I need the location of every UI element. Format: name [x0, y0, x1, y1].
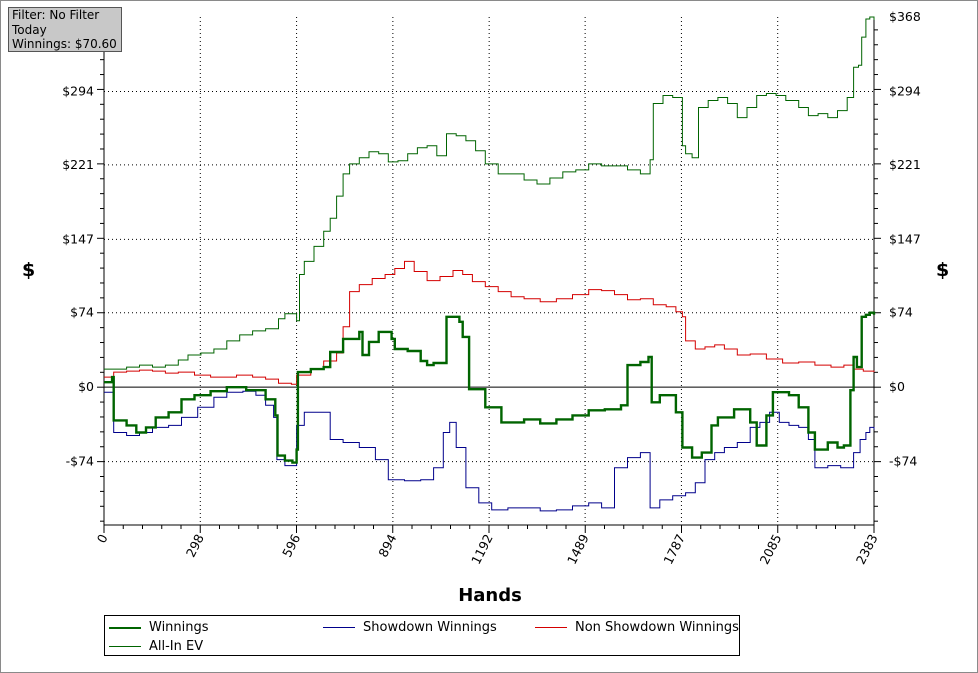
- winnings-label: Winnings: $70.60: [12, 37, 117, 51]
- y-tick-label-left: $221: [62, 157, 94, 172]
- x-tick-label: 298: [183, 532, 207, 560]
- filter-info-box: Filter: No Filter Today Winnings: $70.60: [8, 7, 122, 52]
- legend-label-non-showdown: Non Showdown Winnings: [575, 620, 739, 635]
- y-tick-label-left: $0: [78, 379, 94, 394]
- x-tick-label: 1192: [468, 532, 496, 567]
- legend-label-winnings: Winnings: [149, 620, 209, 635]
- legend-swatch-showdown: [323, 627, 355, 628]
- legend-label-all-in-ev: All-In EV: [149, 639, 204, 654]
- series-line-all-in-ev: [104, 16, 875, 370]
- x-tick-label: 0: [94, 532, 111, 546]
- y-axis-label-left: $: [22, 259, 36, 281]
- y-tick-label-right: -$74: [889, 454, 917, 469]
- x-tick-label: 596: [279, 532, 303, 560]
- x-tick-label: 2085: [757, 532, 785, 567]
- y-axis-label-right: $: [936, 259, 950, 281]
- x-axis-title: Hands: [458, 585, 522, 606]
- legend-swatch-winnings: [109, 627, 141, 629]
- y-tick-label-right: $0: [889, 379, 905, 394]
- y-tick-label-left: -$74: [66, 454, 94, 469]
- x-tick-label: 894: [375, 532, 399, 560]
- y-tick-label-left: $147: [62, 231, 94, 246]
- legend-label-showdown: Showdown Winnings: [363, 620, 497, 635]
- filter-label: Filter: No Filter: [12, 8, 100, 22]
- y-tick-label-right: $74: [889, 305, 913, 320]
- y-tick-label-right: $368: [889, 9, 921, 24]
- legend: Winnings Showdown Winnings Non Showdown …: [104, 615, 740, 656]
- x-tick-label: 1489: [564, 532, 592, 567]
- y-tick-label-left: $294: [62, 83, 94, 98]
- legend-swatch-non-showdown: [535, 627, 567, 628]
- series-line-winnings: [104, 311, 876, 464]
- period-label: Today: [12, 22, 47, 37]
- x-tick-label: 1787: [660, 532, 688, 567]
- series-line-non-showdown-winnings: [104, 260, 875, 385]
- y-tick-label-left: $74: [70, 305, 94, 320]
- y-tick-label-right: $221: [889, 157, 921, 172]
- legend-swatch-all-in-ev: [109, 646, 141, 647]
- series-line-showdown-winnings: [104, 390, 875, 512]
- y-tick-label-right: $294: [889, 83, 921, 98]
- y-tick-label-right: $147: [889, 231, 921, 246]
- x-tick-label: 2383: [853, 532, 881, 567]
